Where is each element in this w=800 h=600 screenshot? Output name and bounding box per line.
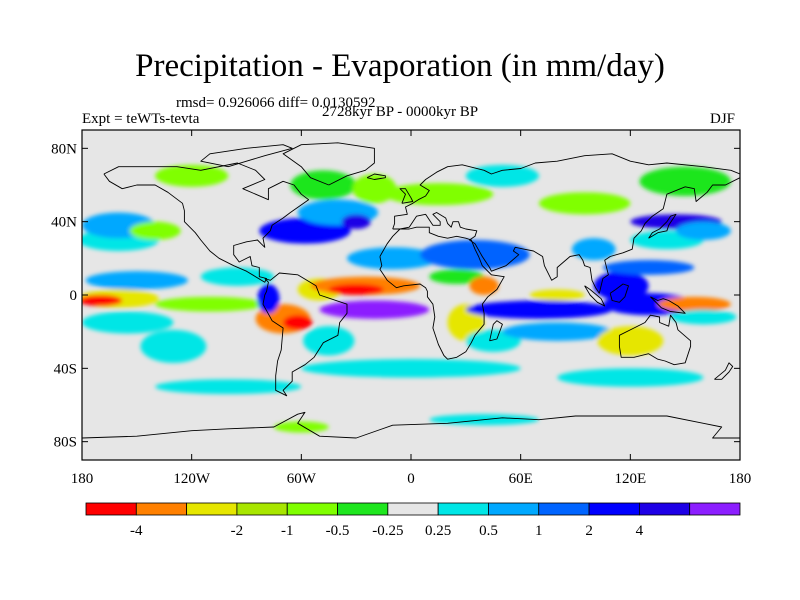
coastline bbox=[200, 144, 293, 168]
coastline bbox=[584, 285, 606, 307]
colorbar-swatch bbox=[638, 502, 691, 516]
period-label: 2728kyr BP - 0000kyr BP bbox=[322, 104, 479, 120]
colorbar-swatch bbox=[186, 502, 238, 516]
colorbar-label: -4 bbox=[130, 523, 143, 539]
colorbar-swatch bbox=[387, 502, 439, 516]
colorbar: -4 -2 -1 -0.5 -0.25 0.25 0.5 1 2 4 bbox=[85, 502, 741, 539]
colorbar-label: -0.25 bbox=[372, 523, 403, 539]
field-patch bbox=[85, 271, 189, 290]
coastline bbox=[650, 296, 686, 314]
field-patch bbox=[670, 309, 737, 325]
coastline bbox=[392, 153, 740, 294]
colorbar-swatch bbox=[689, 502, 741, 516]
colorbar-swatch bbox=[538, 502, 590, 516]
field-patch bbox=[420, 240, 530, 270]
colorbar-label: 0.25 bbox=[425, 523, 451, 539]
colorbar-swatch bbox=[488, 502, 540, 516]
colorbar-label: -0.5 bbox=[326, 523, 350, 539]
field-patch bbox=[657, 296, 731, 312]
colorbar-swatch bbox=[437, 502, 489, 516]
coastline bbox=[282, 142, 375, 186]
field-patch bbox=[602, 260, 695, 275]
colorbar-swatch bbox=[236, 502, 288, 516]
colorbar-swatch bbox=[337, 502, 389, 516]
colorbar-swatch bbox=[588, 502, 640, 516]
axis-ticks: 80N 40N 0 40S 80S 180 120W 60W 0 60E 120E 180 bbox=[51, 130, 751, 487]
field-patch bbox=[328, 284, 384, 295]
colorbar-swatch bbox=[85, 502, 137, 516]
y-tick-label: 0 bbox=[70, 288, 78, 304]
colorbar-label: 1 bbox=[535, 523, 543, 539]
field-patch bbox=[676, 221, 731, 240]
x-tick-label: 180 bbox=[729, 471, 752, 487]
field-patch bbox=[82, 311, 174, 334]
coastline bbox=[714, 362, 734, 380]
x-tick-label: 180 bbox=[71, 471, 94, 487]
field-patch bbox=[429, 269, 485, 284]
y-tick-label: 40S bbox=[54, 361, 77, 377]
y-tick-label: 80S bbox=[54, 435, 77, 451]
colorbar-swatch bbox=[135, 502, 188, 516]
x-tick-label: 60W bbox=[287, 471, 317, 487]
field-patch bbox=[319, 300, 430, 319]
x-tick-label: 120W bbox=[173, 471, 211, 487]
coastline bbox=[609, 283, 629, 303]
colorbar-label: 4 bbox=[636, 523, 644, 539]
field-patch bbox=[557, 368, 704, 387]
colorbar-label: -2 bbox=[231, 523, 244, 539]
field-patch bbox=[347, 247, 439, 270]
field-patch bbox=[383, 183, 494, 206]
field-patch bbox=[341, 214, 371, 230]
coastline bbox=[489, 320, 503, 342]
coastline bbox=[618, 314, 692, 366]
field-patch bbox=[257, 284, 280, 314]
coastline bbox=[366, 173, 386, 180]
y-tick-label: 40N bbox=[51, 215, 77, 231]
field-patch bbox=[82, 295, 123, 306]
field-patch bbox=[155, 164, 229, 187]
field-patch bbox=[639, 166, 731, 196]
field-patch bbox=[303, 326, 355, 356]
field-patch bbox=[283, 315, 313, 330]
coastline bbox=[262, 272, 348, 397]
field-patch bbox=[571, 238, 616, 261]
coastline bbox=[379, 226, 505, 360]
coastline bbox=[399, 188, 414, 204]
coastline bbox=[82, 411, 740, 439]
colorbar-label: -1 bbox=[281, 523, 294, 539]
coastline-layer bbox=[82, 142, 740, 439]
field-patch bbox=[597, 326, 664, 356]
x-tick-label: 0 bbox=[407, 471, 415, 487]
stats-label: rmsd= 0.926066 diff= 0.0130592 bbox=[176, 95, 376, 111]
field-patch bbox=[200, 267, 274, 286]
field-patch bbox=[465, 329, 521, 352]
field-patch bbox=[155, 379, 302, 394]
colorbar-label: 2 bbox=[585, 523, 593, 539]
pe-field-layer bbox=[82, 164, 737, 433]
coastline bbox=[648, 213, 677, 239]
x-tick-label: 120E bbox=[614, 471, 646, 487]
field-patch bbox=[129, 221, 181, 240]
field-patch bbox=[465, 300, 613, 319]
field-patch bbox=[273, 421, 329, 433]
field-patch bbox=[538, 192, 631, 215]
coastline bbox=[103, 162, 310, 283]
season-label: DJF bbox=[710, 111, 736, 127]
field-patch bbox=[301, 359, 521, 378]
colorbar-swatch bbox=[286, 502, 338, 516]
map-title: Precipitation - Evaporation (in mm/day) bbox=[135, 48, 665, 84]
x-tick-label: 60E bbox=[509, 471, 533, 487]
experiment-label: Expt = teWTs-tevta bbox=[82, 111, 200, 127]
colorbar-label: 0.5 bbox=[479, 523, 498, 539]
field-patch bbox=[290, 170, 357, 200]
field-patch bbox=[529, 289, 585, 301]
y-tick-label: 80N bbox=[51, 141, 77, 157]
field-patch bbox=[155, 296, 265, 312]
field-patch bbox=[502, 322, 613, 341]
field-patch bbox=[140, 329, 207, 363]
field-patch bbox=[469, 276, 499, 296]
